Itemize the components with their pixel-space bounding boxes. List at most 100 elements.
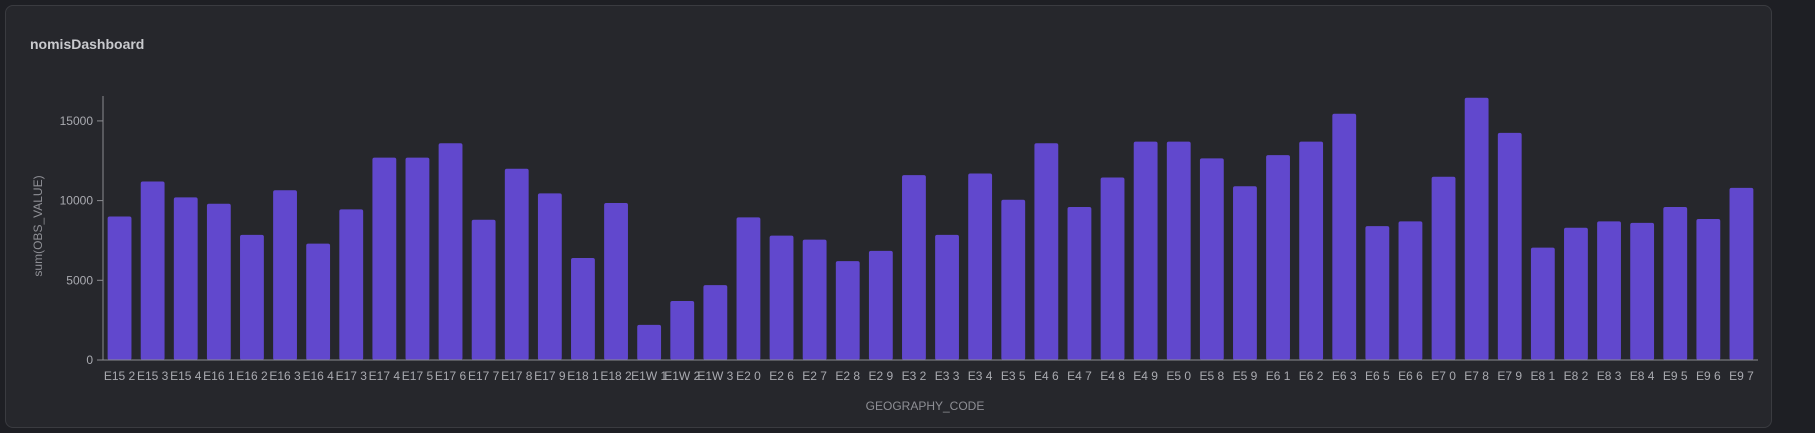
axes-group: E15 2 E15 3 E15 4 E16 1 E16 2 E16 3 E16 4 E17 3…: [60, 96, 1758, 383]
bar-e1w-1[interactable]: [637, 324, 662, 360]
bar-e2-9[interactable]: [868, 250, 893, 360]
bar-e4-8[interactable]: [1100, 177, 1125, 360]
bar-e6-3[interactable]: [1332, 113, 1357, 361]
x-tick-label: E4 7: [1067, 369, 1092, 383]
bar-e8-4[interactable]: [1630, 222, 1655, 360]
x-tick-label: E17 8: [501, 369, 533, 383]
x-tick-label: E16 1: [203, 369, 235, 383]
bar-e2-8[interactable]: [835, 261, 860, 360]
x-tick-label: E6 1: [1266, 369, 1291, 383]
x-tick-label: E8 3: [1597, 369, 1622, 383]
panel-title: nomisDashboard: [30, 36, 145, 52]
x-tick-label: E6 3: [1332, 369, 1357, 383]
x-tick-label: E6 6: [1398, 369, 1423, 383]
bar-e7-0[interactable]: [1431, 176, 1456, 360]
x-tick-label: E18 2: [600, 369, 632, 383]
bar-e8-2[interactable]: [1564, 227, 1588, 360]
x-tick-label: E2 9: [869, 369, 894, 383]
bar-e9-5[interactable]: [1663, 206, 1688, 360]
bar-e4-7[interactable]: [1067, 206, 1092, 360]
bar-e17-7[interactable]: [471, 219, 496, 360]
bar-e17-5[interactable]: [405, 157, 430, 360]
bar-e18-1[interactable]: [571, 257, 595, 360]
y-tick-label: 5000: [66, 273, 93, 287]
bar-e7-9[interactable]: [1497, 132, 1522, 360]
x-tick-label: E9 6: [1696, 369, 1721, 383]
x-tick-label: E4 6: [1034, 369, 1059, 383]
y-tick-label: 0: [86, 353, 93, 367]
bar-e5-0[interactable]: [1166, 141, 1191, 360]
bar-e7-8[interactable]: [1464, 97, 1489, 361]
bars-group: [107, 97, 1754, 361]
bar-e6-2[interactable]: [1299, 141, 1324, 360]
bar-e1w-2[interactable]: [670, 301, 695, 360]
x-tick-label: E18 1: [567, 369, 599, 383]
bar-e6-5[interactable]: [1365, 226, 1390, 360]
bar-e15-3[interactable]: [140, 181, 165, 360]
x-tick-label: E17 7: [468, 369, 500, 383]
bar-e16-1[interactable]: [206, 203, 231, 360]
x-tick-label: E2 6: [769, 369, 794, 383]
bar-e16-3[interactable]: [273, 190, 297, 360]
x-tick-label: E1W 2: [664, 369, 700, 383]
bar-e8-1[interactable]: [1530, 247, 1555, 360]
bar-e5-9[interactable]: [1233, 186, 1257, 360]
bar-e5-8[interactable]: [1199, 158, 1224, 360]
x-tick-label: E2 8: [835, 369, 860, 383]
bar-e17-6[interactable]: [438, 143, 463, 360]
bar-e4-9[interactable]: [1133, 141, 1158, 360]
x-tick-label: E8 2: [1564, 369, 1589, 383]
y-tick-label: 10000: [60, 194, 94, 208]
bar-e15-4[interactable]: [173, 197, 198, 360]
x-tick-label: E7 8: [1464, 369, 1489, 383]
bar-e3-4[interactable]: [968, 173, 993, 360]
x-tick-label: E17 5: [402, 369, 434, 383]
y-tick-label: 15000: [60, 114, 94, 128]
bar-e16-4[interactable]: [306, 243, 331, 360]
x-tick-label: E17 4: [369, 369, 401, 383]
bar-e6-1[interactable]: [1266, 155, 1290, 360]
bar-e2-0[interactable]: [736, 217, 761, 360]
x-tick-label: E3 2: [902, 369, 927, 383]
bar-e17-4[interactable]: [372, 157, 397, 360]
x-tick-label: E2 7: [802, 369, 827, 383]
x-tick-label: E15 3: [137, 369, 169, 383]
bar-e9-7[interactable]: [1729, 187, 1754, 360]
bar-e3-5[interactable]: [1001, 199, 1026, 360]
bar-e1w-3[interactable]: [703, 285, 728, 360]
x-tick-label: E2 0: [736, 369, 761, 383]
x-tick-label: E6 5: [1365, 369, 1390, 383]
x-tick-label: E9 5: [1663, 369, 1688, 383]
bar-e9-6[interactable]: [1696, 218, 1721, 360]
x-tick-label: E5 8: [1200, 369, 1225, 383]
x-tick-label: E16 2: [236, 369, 268, 383]
bar-e2-7[interactable]: [802, 239, 827, 360]
x-tick-label: E4 8: [1100, 369, 1125, 383]
bar-e6-6[interactable]: [1398, 221, 1423, 360]
bar-e4-6[interactable]: [1034, 143, 1059, 360]
x-tick-label: E15 4: [170, 369, 202, 383]
x-tick-label: E5 9: [1233, 369, 1258, 383]
x-tick-label: E1W 1: [631, 369, 667, 383]
bar-e3-3[interactable]: [935, 234, 959, 360]
x-tick-label: E16 3: [269, 369, 301, 383]
bar-e18-2[interactable]: [604, 203, 628, 360]
bar-e17-9[interactable]: [537, 193, 562, 360]
bar-e8-3[interactable]: [1597, 221, 1621, 360]
bar-e2-6[interactable]: [769, 235, 794, 360]
x-axis-label: GEOGRAPHY_CODE: [866, 399, 985, 413]
x-tick-label: E9 7: [1729, 369, 1754, 383]
x-tick-label: E5 0: [1166, 369, 1191, 383]
x-tick-label: E17 3: [336, 369, 368, 383]
bar-e3-2[interactable]: [902, 175, 926, 360]
x-tick-label: E3 5: [1001, 369, 1026, 383]
bar-e17-3[interactable]: [339, 209, 364, 360]
bar-e15-2[interactable]: [107, 216, 132, 360]
bar-e16-2[interactable]: [240, 234, 264, 360]
x-tick-label: E7 9: [1497, 369, 1522, 383]
x-tick-label: E3 3: [935, 369, 960, 383]
x-tick-label: E17 6: [435, 369, 467, 383]
bar-e17-8[interactable]: [504, 168, 529, 360]
x-tick-label: E3 4: [968, 369, 993, 383]
